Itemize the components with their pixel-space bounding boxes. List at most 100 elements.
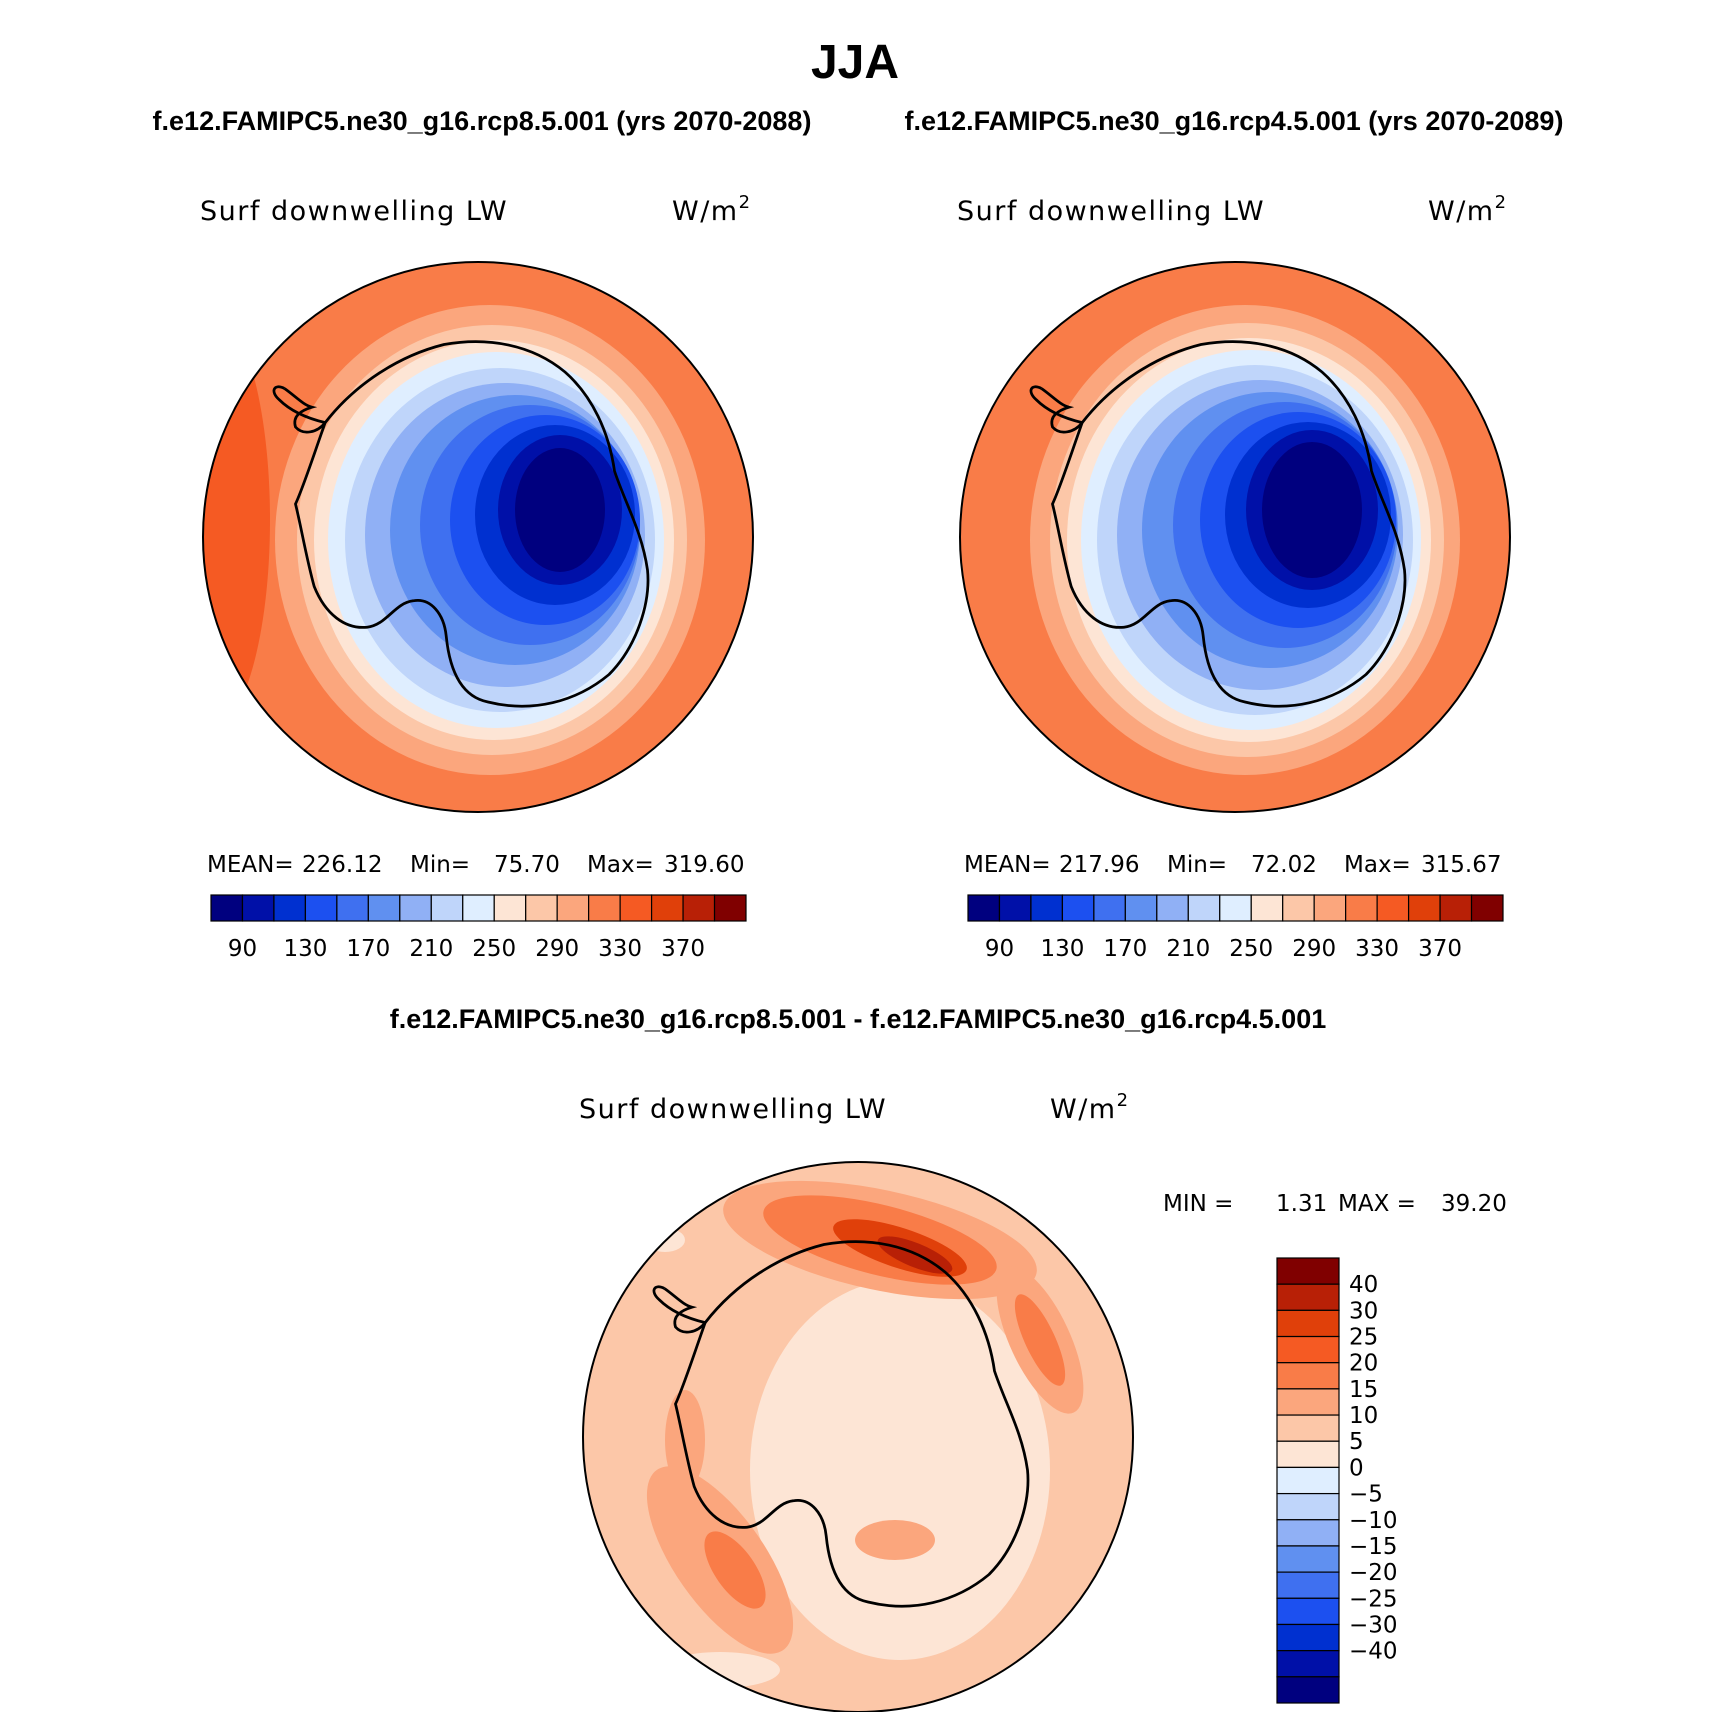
colorbar-tick-label: −40 bbox=[1349, 1639, 1398, 1665]
colorbar-swatch bbox=[1219, 894, 1252, 922]
colorbar-tick-label: 170 bbox=[346, 936, 390, 962]
panel-2-min-label: Min= bbox=[1167, 852, 1227, 878]
panel-2: Surf downwelling LW W/m2 MEAN= 217.96 Mi… bbox=[957, 192, 1511, 962]
colorbar-swatch bbox=[998, 894, 1032, 922]
panel-1-variable-label: Surf downwelling LW bbox=[200, 196, 508, 227]
colorbar-tick-label: −20 bbox=[1349, 1560, 1398, 1586]
colorbar-swatch bbox=[1276, 1650, 1340, 1678]
colorbar-tick-label: 20 bbox=[1349, 1351, 1378, 1377]
panel-2-stats: MEAN= 217.96 Min= 72.02 Max= 315.67 bbox=[964, 852, 1501, 878]
colorbar-tick-label: 0 bbox=[1349, 1455, 1364, 1481]
colorbar-swatch bbox=[336, 894, 369, 922]
colorbar-swatch bbox=[1276, 1492, 1340, 1521]
colorbar-tick-label: 170 bbox=[1103, 936, 1147, 962]
colorbar-tick-label: 330 bbox=[1355, 936, 1399, 962]
colorbar-swatch bbox=[304, 894, 338, 922]
colorbar-swatch bbox=[1276, 1623, 1340, 1652]
colorbar-swatch bbox=[493, 894, 527, 922]
colorbar-swatch bbox=[1439, 894, 1473, 922]
colorbar-swatch bbox=[1470, 894, 1504, 922]
colorbar-swatch bbox=[588, 894, 621, 922]
diff-map-border bbox=[582, 1161, 1134, 1712]
diff-min-value: 1.31 bbox=[1276, 1191, 1327, 1217]
colorbar-swatch bbox=[1276, 1283, 1340, 1311]
colorbar-tick-label: 130 bbox=[1040, 936, 1084, 962]
colorbar-swatch bbox=[367, 894, 401, 922]
colorbar-swatch bbox=[1276, 1257, 1340, 1285]
colorbar-swatch bbox=[1187, 894, 1221, 922]
panel-2-max-value: 315.67 bbox=[1421, 852, 1501, 878]
colorbar-swatch bbox=[1030, 894, 1064, 922]
colorbar-swatch bbox=[1313, 894, 1347, 922]
colorbar-tick-label: 290 bbox=[1292, 936, 1336, 962]
colorbar-tick-label: −15 bbox=[1349, 1534, 1398, 1560]
colorbar-tick-label: 5 bbox=[1349, 1429, 1364, 1455]
diff-max-value: 39.20 bbox=[1441, 1191, 1507, 1217]
panel-2-variable-label: Surf downwelling LW bbox=[957, 196, 1265, 227]
colorbar-swatch bbox=[1276, 1362, 1340, 1390]
colorbar-tick-label: 10 bbox=[1349, 1403, 1378, 1429]
panel-2-max-label: Max= bbox=[1344, 852, 1411, 878]
colorbar-swatch bbox=[682, 894, 716, 922]
colorbar-tick-label: 90 bbox=[985, 936, 1014, 962]
colorbar-swatch bbox=[1276, 1571, 1340, 1599]
panel-1-min-value: 75.70 bbox=[494, 852, 560, 878]
colorbar-swatch bbox=[1276, 1466, 1340, 1495]
colorbar-swatch bbox=[1093, 894, 1126, 922]
colorbar-swatch bbox=[1376, 894, 1410, 922]
colorbar-swatch bbox=[462, 894, 495, 922]
colorbar-swatch bbox=[1276, 1676, 1340, 1704]
colorbar-swatch bbox=[273, 894, 307, 922]
colorbar-tick-label: 130 bbox=[283, 936, 327, 962]
colorbar-tick-label: 250 bbox=[1229, 936, 1273, 962]
colorbar-swatch bbox=[967, 894, 1001, 922]
colorbar-swatch bbox=[1061, 894, 1095, 922]
diff-map bbox=[583, 1162, 1133, 1712]
colorbar-swatch bbox=[1156, 894, 1189, 922]
panel-1-mean-value: 226.12 bbox=[302, 852, 382, 878]
colorbar-swatch bbox=[1282, 894, 1315, 922]
colorbar-swatch bbox=[556, 894, 590, 922]
panel-1-map-border bbox=[202, 261, 754, 813]
colorbar-tick-label: −10 bbox=[1349, 1508, 1398, 1534]
panel-2-units: W/m2 bbox=[1428, 192, 1508, 227]
colorbar-swatch bbox=[619, 894, 653, 922]
panel-2-mean-value: 217.96 bbox=[1059, 852, 1139, 878]
colorbar-tick-label: 15 bbox=[1349, 1377, 1378, 1403]
colorbar-tick-label: 370 bbox=[1418, 936, 1462, 962]
colorbar-swatch bbox=[430, 894, 464, 922]
colorbar-swatch bbox=[1407, 894, 1441, 922]
colorbar-tick-label: 330 bbox=[598, 936, 642, 962]
colorbar-swatch bbox=[1276, 1545, 1340, 1573]
colorbar-swatch bbox=[241, 894, 275, 922]
colorbar-swatch bbox=[1276, 1597, 1340, 1626]
panel-2-map bbox=[960, 262, 1510, 812]
diff-units: W/m2 bbox=[1050, 1090, 1130, 1125]
colorbar-tick-label: −5 bbox=[1349, 1482, 1383, 1508]
diff-variable-label: Surf downwelling LW bbox=[579, 1094, 887, 1125]
panel-1-max-label: Max= bbox=[587, 852, 654, 878]
panel-1-case-title: f.e12.FAMIPC5.ne30_g16.rcp8.5.001 (yrs 2… bbox=[153, 106, 812, 136]
colorbar-swatch bbox=[650, 894, 684, 922]
colorbar-tick-label: 25 bbox=[1349, 1325, 1378, 1351]
diff-max-label: MAX = bbox=[1338, 1191, 1416, 1217]
panel-1-map bbox=[203, 262, 753, 812]
colorbar-swatch bbox=[1276, 1414, 1340, 1442]
colorbar-swatch bbox=[1276, 1335, 1340, 1364]
colorbar-swatch bbox=[1345, 894, 1378, 922]
colorbar-tick-label: 250 bbox=[472, 936, 516, 962]
colorbar-swatch bbox=[210, 894, 244, 922]
panel-2-colorbar: 90 130 170 210 250 290 330 370 bbox=[967, 894, 1504, 962]
colorbar-tick-label: 210 bbox=[1166, 936, 1210, 962]
panel-1-stats: MEAN= 226.12 Min= 75.70 Max= 319.60 bbox=[207, 852, 744, 878]
colorbar-tick-label: 30 bbox=[1349, 1298, 1378, 1324]
panel-2-map-border bbox=[959, 261, 1511, 813]
colorbar-swatch bbox=[1124, 894, 1158, 922]
panel-1-colorbar: 90 130 170 210 250 290 330 370 bbox=[210, 894, 747, 962]
diff-min-label: MIN = bbox=[1163, 1191, 1233, 1217]
diff-case-title: f.e12.FAMIPC5.ne30_g16.rcp8.5.001 - f.e1… bbox=[390, 1004, 1326, 1034]
panel-2-min-value: 72.02 bbox=[1251, 852, 1317, 878]
colorbar-swatch bbox=[1276, 1388, 1340, 1416]
panel-1-mean-label: MEAN= bbox=[207, 852, 294, 878]
